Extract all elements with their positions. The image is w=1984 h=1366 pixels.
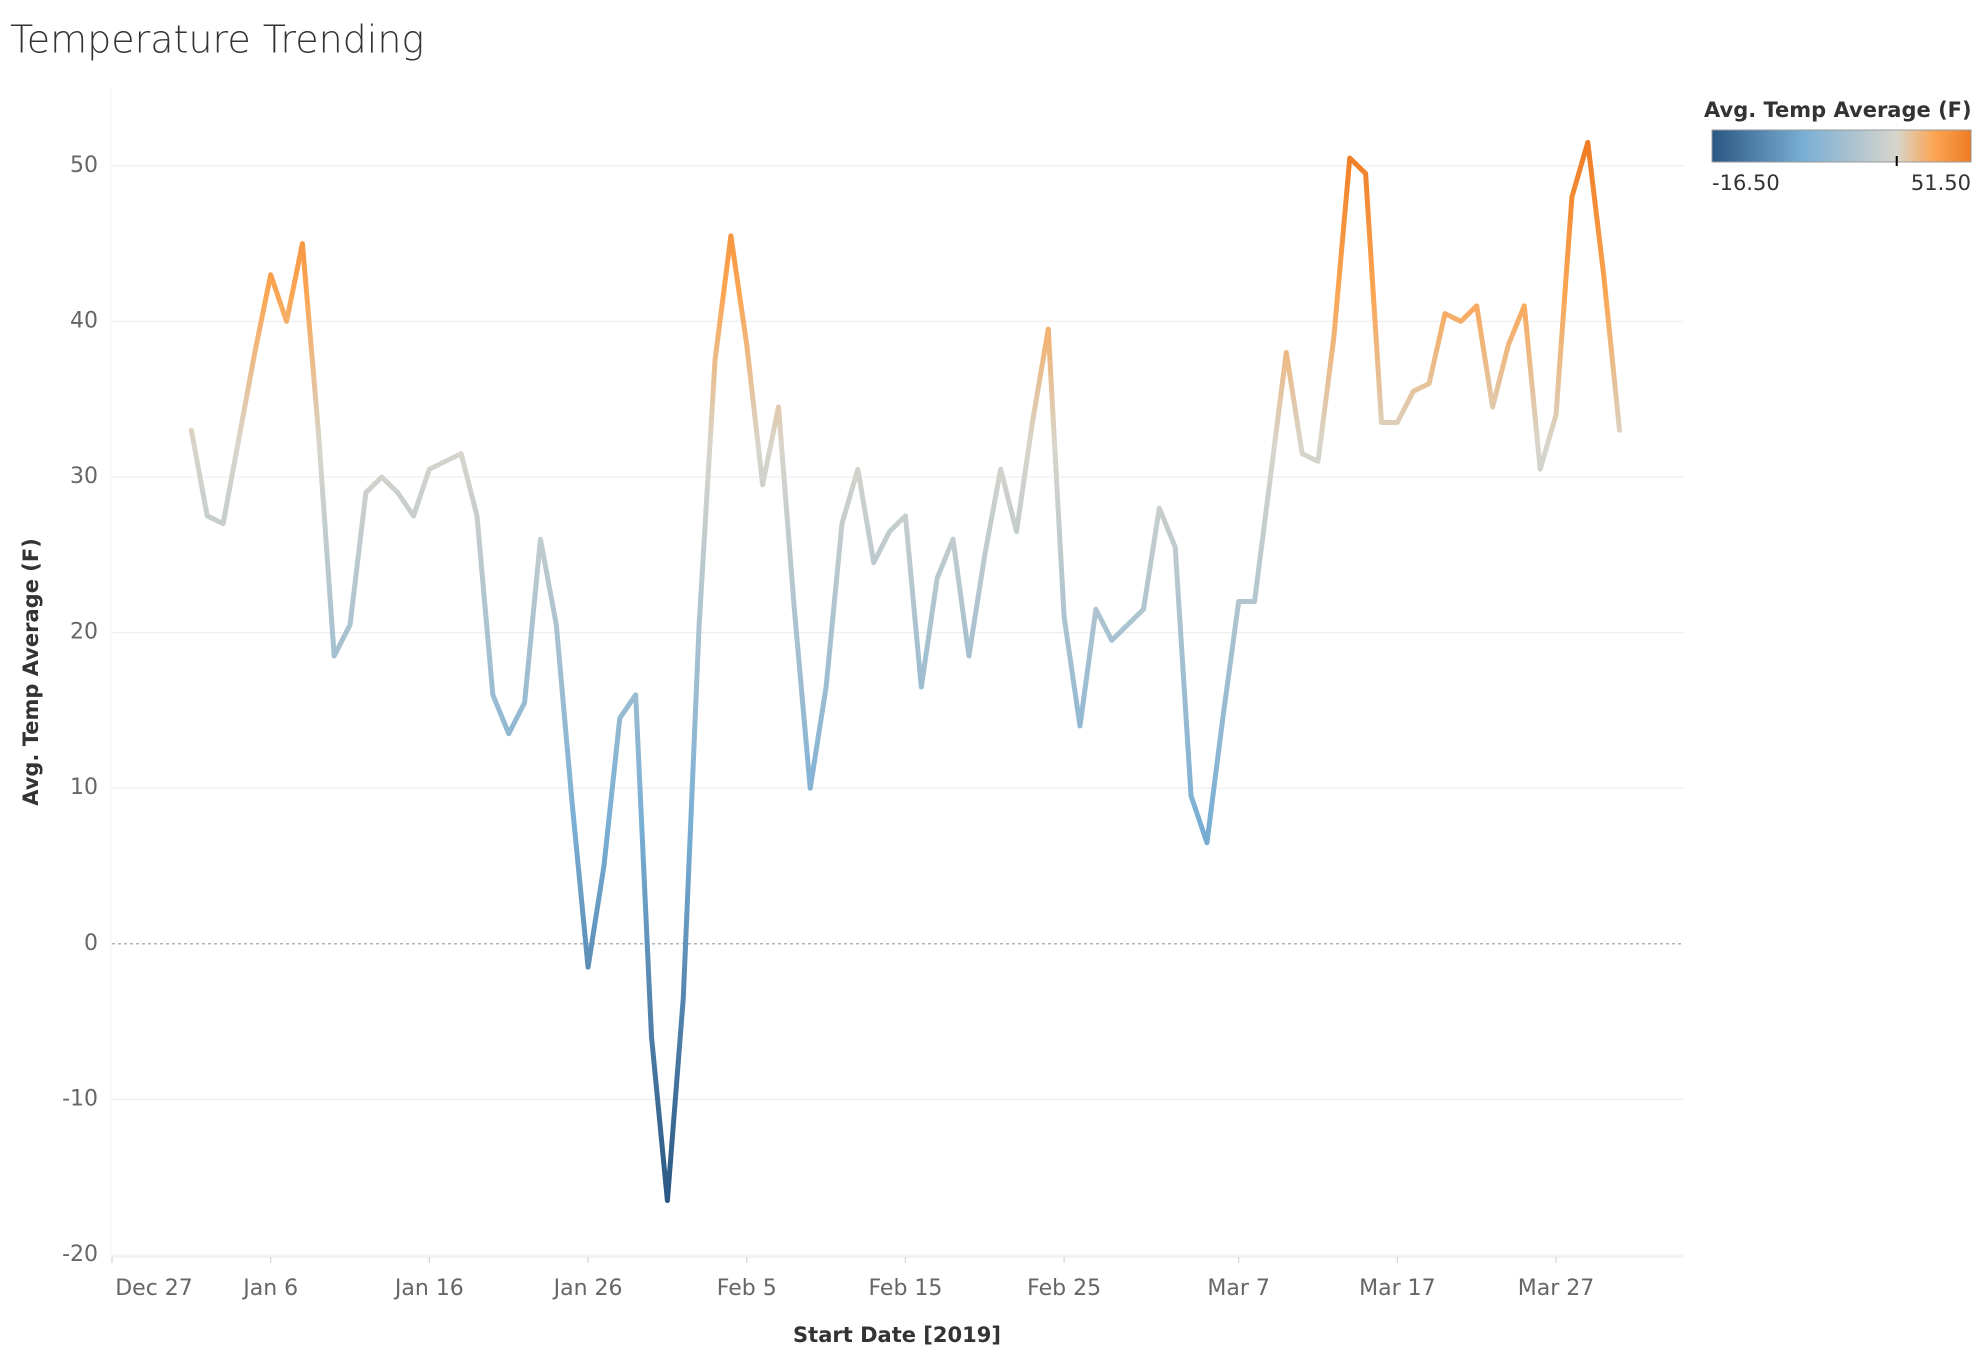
- x-tick-label: Mar 17: [1359, 1276, 1436, 1301]
- x-tick-label: Dec 27: [115, 1276, 193, 1301]
- x-tick-label: Jan 6: [241, 1276, 298, 1301]
- y-tick-label: 40: [70, 308, 98, 333]
- x-tick-label: Feb 15: [868, 1276, 942, 1301]
- chart-title: Temperature Trending: [10, 18, 424, 62]
- x-tick-label: Mar 7: [1207, 1276, 1270, 1301]
- temperature-line: [188, 139, 1623, 1204]
- legend-title: Avg. Temp Average (F): [1704, 98, 1972, 122]
- y-tick-label: 20: [70, 620, 98, 645]
- x-tick-label: Jan 16: [393, 1276, 464, 1301]
- y-axis-title: Avg. Temp Average (F): [19, 538, 43, 806]
- y-tick-label: -10: [62, 1086, 98, 1111]
- x-tick-label: Feb 25: [1027, 1276, 1101, 1301]
- legend-max-label: 51.50: [1911, 171, 1971, 195]
- legend-min-label: -16.50: [1712, 171, 1780, 195]
- y-tick-label: 10: [70, 775, 98, 800]
- y-tick-label: 0: [84, 931, 98, 956]
- x-axis-title: Start Date [2019]: [793, 1323, 1001, 1347]
- y-tick-label: 30: [70, 464, 98, 489]
- legend-color-bar: [1711, 129, 1972, 163]
- x-tick-label: Jan 26: [552, 1276, 623, 1301]
- y-tick-label: 50: [70, 153, 98, 178]
- y-tick-label: -20: [62, 1242, 98, 1267]
- x-tick-label: Mar 27: [1518, 1276, 1595, 1301]
- x-tick-label: Feb 5: [717, 1276, 777, 1301]
